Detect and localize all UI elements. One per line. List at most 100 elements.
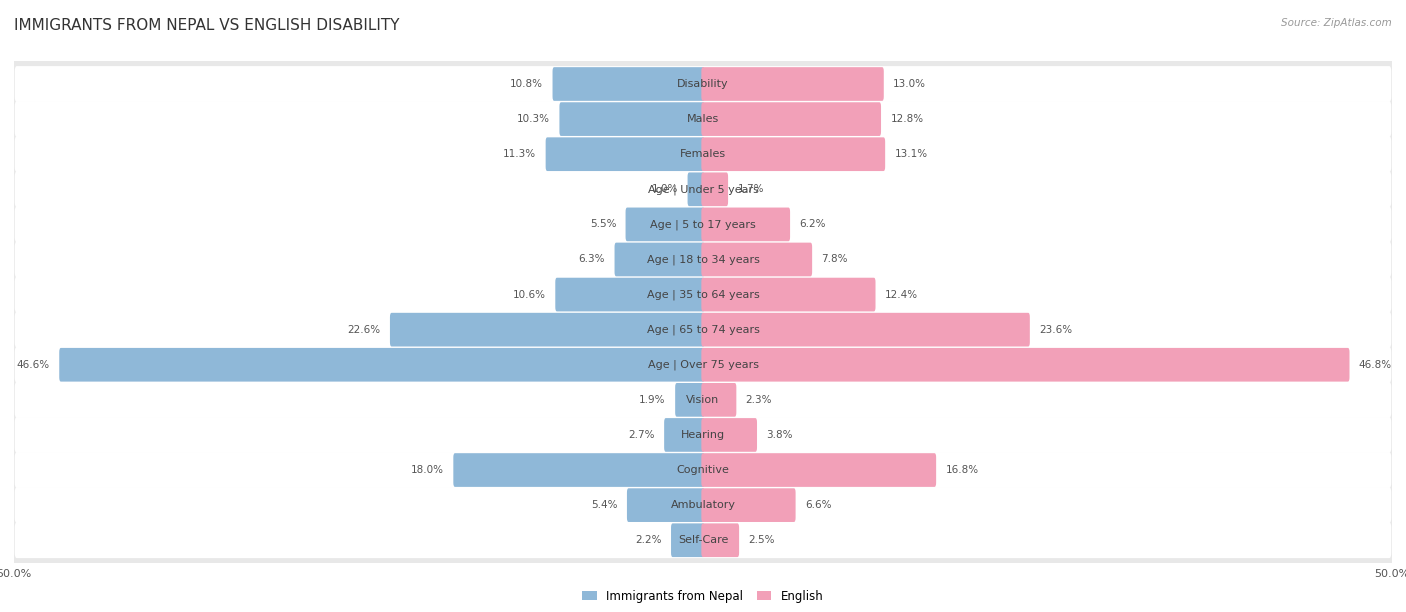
- FancyBboxPatch shape: [553, 67, 704, 101]
- Text: Vision: Vision: [686, 395, 720, 405]
- Text: Age | 18 to 34 years: Age | 18 to 34 years: [647, 254, 759, 265]
- Text: 5.5%: 5.5%: [589, 219, 616, 230]
- Text: 6.3%: 6.3%: [579, 255, 605, 264]
- Text: 12.8%: 12.8%: [890, 114, 924, 124]
- Text: Females: Females: [681, 149, 725, 159]
- FancyBboxPatch shape: [546, 137, 704, 171]
- Text: 10.3%: 10.3%: [517, 114, 550, 124]
- Text: 5.4%: 5.4%: [591, 500, 617, 510]
- FancyBboxPatch shape: [702, 418, 756, 452]
- FancyBboxPatch shape: [3, 234, 1403, 285]
- Text: 10.6%: 10.6%: [513, 289, 546, 299]
- FancyBboxPatch shape: [3, 165, 1403, 214]
- FancyBboxPatch shape: [14, 452, 1392, 488]
- FancyBboxPatch shape: [14, 136, 1392, 172]
- FancyBboxPatch shape: [14, 277, 1392, 313]
- Text: 6.6%: 6.6%: [806, 500, 831, 510]
- FancyBboxPatch shape: [702, 383, 737, 417]
- Text: 46.8%: 46.8%: [1358, 360, 1392, 370]
- Text: Males: Males: [688, 114, 718, 124]
- FancyBboxPatch shape: [14, 66, 1392, 102]
- FancyBboxPatch shape: [14, 312, 1392, 348]
- Text: Self-Care: Self-Care: [678, 536, 728, 545]
- Text: Age | Over 75 years: Age | Over 75 years: [648, 359, 758, 370]
- FancyBboxPatch shape: [702, 523, 740, 557]
- FancyBboxPatch shape: [702, 278, 876, 312]
- FancyBboxPatch shape: [702, 173, 728, 206]
- Legend: Immigrants from Nepal, English: Immigrants from Nepal, English: [578, 585, 828, 607]
- FancyBboxPatch shape: [702, 348, 1350, 382]
- Text: Hearing: Hearing: [681, 430, 725, 440]
- Text: 16.8%: 16.8%: [945, 465, 979, 475]
- Text: Age | 35 to 64 years: Age | 35 to 64 years: [647, 289, 759, 300]
- FancyBboxPatch shape: [14, 382, 1392, 418]
- Text: Cognitive: Cognitive: [676, 465, 730, 475]
- FancyBboxPatch shape: [14, 487, 1392, 523]
- Text: 2.3%: 2.3%: [745, 395, 772, 405]
- FancyBboxPatch shape: [3, 410, 1403, 460]
- Text: Disability: Disability: [678, 79, 728, 89]
- Text: 3.8%: 3.8%: [766, 430, 793, 440]
- Text: 6.2%: 6.2%: [800, 219, 825, 230]
- FancyBboxPatch shape: [3, 129, 1403, 179]
- FancyBboxPatch shape: [702, 488, 796, 522]
- Text: 1.0%: 1.0%: [652, 184, 678, 194]
- Text: Age | 5 to 17 years: Age | 5 to 17 years: [650, 219, 756, 230]
- FancyBboxPatch shape: [14, 417, 1392, 453]
- FancyBboxPatch shape: [702, 313, 1029, 346]
- FancyBboxPatch shape: [702, 453, 936, 487]
- Text: 10.8%: 10.8%: [510, 79, 543, 89]
- Text: 46.6%: 46.6%: [17, 360, 49, 370]
- Text: 22.6%: 22.6%: [347, 325, 381, 335]
- FancyBboxPatch shape: [560, 102, 704, 136]
- FancyBboxPatch shape: [3, 375, 1403, 425]
- Text: 23.6%: 23.6%: [1039, 325, 1073, 335]
- FancyBboxPatch shape: [555, 278, 704, 312]
- Text: 11.3%: 11.3%: [503, 149, 536, 159]
- Text: 2.2%: 2.2%: [636, 536, 662, 545]
- FancyBboxPatch shape: [614, 242, 704, 277]
- FancyBboxPatch shape: [702, 137, 886, 171]
- FancyBboxPatch shape: [3, 270, 1403, 319]
- FancyBboxPatch shape: [14, 522, 1392, 558]
- FancyBboxPatch shape: [14, 347, 1392, 382]
- FancyBboxPatch shape: [627, 488, 704, 522]
- FancyBboxPatch shape: [59, 348, 704, 382]
- FancyBboxPatch shape: [664, 418, 704, 452]
- Text: 1.7%: 1.7%: [738, 184, 763, 194]
- Text: IMMIGRANTS FROM NEPAL VS ENGLISH DISABILITY: IMMIGRANTS FROM NEPAL VS ENGLISH DISABIL…: [14, 18, 399, 34]
- FancyBboxPatch shape: [3, 305, 1403, 354]
- FancyBboxPatch shape: [702, 67, 884, 101]
- Text: Ambulatory: Ambulatory: [671, 500, 735, 510]
- FancyBboxPatch shape: [702, 207, 790, 241]
- FancyBboxPatch shape: [453, 453, 704, 487]
- Text: 13.0%: 13.0%: [893, 79, 927, 89]
- FancyBboxPatch shape: [14, 171, 1392, 207]
- FancyBboxPatch shape: [3, 94, 1403, 144]
- Text: 18.0%: 18.0%: [411, 465, 444, 475]
- FancyBboxPatch shape: [3, 340, 1403, 390]
- Text: 1.9%: 1.9%: [640, 395, 666, 405]
- FancyBboxPatch shape: [14, 101, 1392, 137]
- Text: Source: ZipAtlas.com: Source: ZipAtlas.com: [1281, 18, 1392, 28]
- FancyBboxPatch shape: [3, 480, 1403, 530]
- FancyBboxPatch shape: [675, 383, 704, 417]
- FancyBboxPatch shape: [626, 207, 704, 241]
- FancyBboxPatch shape: [14, 242, 1392, 277]
- Text: 7.8%: 7.8%: [821, 255, 848, 264]
- FancyBboxPatch shape: [389, 313, 704, 346]
- FancyBboxPatch shape: [702, 242, 813, 277]
- FancyBboxPatch shape: [671, 523, 704, 557]
- Text: 13.1%: 13.1%: [894, 149, 928, 159]
- Text: 2.7%: 2.7%: [628, 430, 655, 440]
- FancyBboxPatch shape: [3, 515, 1403, 565]
- FancyBboxPatch shape: [688, 173, 704, 206]
- Text: Age | Under 5 years: Age | Under 5 years: [648, 184, 758, 195]
- FancyBboxPatch shape: [3, 59, 1403, 109]
- FancyBboxPatch shape: [3, 445, 1403, 495]
- Text: 12.4%: 12.4%: [884, 289, 918, 299]
- FancyBboxPatch shape: [14, 206, 1392, 242]
- FancyBboxPatch shape: [3, 200, 1403, 249]
- Text: Age | 65 to 74 years: Age | 65 to 74 years: [647, 324, 759, 335]
- Text: 2.5%: 2.5%: [748, 536, 775, 545]
